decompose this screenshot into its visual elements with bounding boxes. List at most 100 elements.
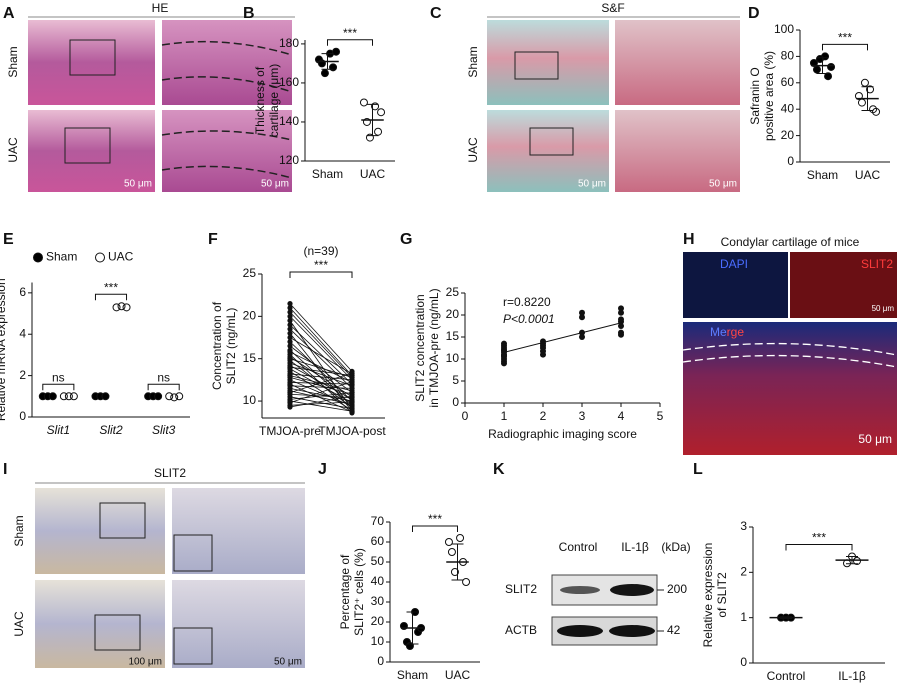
pair-line bbox=[289, 349, 353, 406]
x-tick-label: 1 bbox=[501, 409, 508, 423]
x-tick-label: 3 bbox=[579, 409, 586, 423]
micrograph bbox=[35, 580, 165, 668]
inset-box bbox=[173, 627, 213, 665]
y-axis-label: Relative mRNA expression bbox=[0, 278, 8, 421]
pair-line bbox=[289, 379, 353, 407]
micrograph bbox=[28, 110, 155, 192]
significance-bracket bbox=[785, 543, 853, 551]
panel-letter: A bbox=[3, 5, 15, 22]
x-tick-label: TMJOA-pre bbox=[259, 424, 321, 438]
pair-line bbox=[289, 381, 353, 404]
data-point bbox=[854, 92, 863, 100]
lane-label: IL-1β bbox=[621, 540, 649, 554]
micrograph bbox=[162, 110, 292, 192]
y-tick-label: 0 bbox=[377, 654, 384, 668]
y-tick-label: 140 bbox=[279, 114, 299, 128]
data-point bbox=[359, 98, 368, 107]
inset-box bbox=[64, 127, 111, 164]
data-point bbox=[853, 557, 861, 565]
data-point bbox=[349, 378, 355, 385]
data-point bbox=[377, 108, 386, 117]
band bbox=[609, 625, 655, 637]
pair-line bbox=[289, 385, 353, 389]
y-axis-label: cartilage (μm) bbox=[267, 64, 281, 138]
data-point bbox=[618, 309, 624, 316]
significance-bracket bbox=[42, 383, 75, 391]
y-axis-label: positive area (%) bbox=[762, 51, 776, 141]
panel-title: SLIT2 bbox=[154, 466, 186, 480]
significance-label: *** bbox=[314, 258, 328, 272]
panel-letter: F bbox=[208, 231, 218, 248]
kda-label: 42 bbox=[667, 623, 681, 637]
panel-letter: I bbox=[3, 461, 7, 478]
data-point bbox=[362, 117, 371, 126]
y-axis-label: SLIT2 concentration bbox=[413, 294, 427, 401]
pair-line bbox=[289, 328, 353, 389]
inset-box bbox=[69, 39, 116, 76]
pair-line bbox=[289, 400, 353, 412]
data-point bbox=[287, 305, 293, 311]
data-point bbox=[827, 62, 836, 71]
scale-bar-label: 50 μm bbox=[274, 657, 302, 668]
data-point bbox=[320, 69, 329, 78]
micrograph bbox=[683, 252, 788, 318]
panel-letter: H bbox=[683, 231, 695, 248]
y-tick-label: 4 bbox=[19, 326, 26, 340]
data-point bbox=[579, 334, 585, 340]
error-bar bbox=[451, 543, 464, 581]
row-label: UAC bbox=[466, 137, 480, 163]
channel-label: SLIT2 bbox=[861, 257, 893, 271]
error-bar bbox=[846, 555, 858, 565]
y-tick-label: 180 bbox=[279, 36, 299, 50]
data-point bbox=[287, 330, 293, 336]
panel-letter: L bbox=[693, 461, 703, 478]
data-point bbox=[287, 317, 293, 324]
pair-line bbox=[289, 373, 353, 381]
data-point bbox=[579, 314, 585, 321]
row-label: Sham bbox=[6, 46, 20, 77]
y-tick-label: 40 bbox=[371, 574, 385, 588]
inset-box bbox=[99, 502, 146, 539]
data-point bbox=[117, 302, 126, 311]
y-tick-label: 1 bbox=[740, 610, 747, 624]
pair-line bbox=[289, 333, 353, 412]
pair-line bbox=[289, 395, 353, 408]
data-point bbox=[866, 85, 875, 94]
inset-box bbox=[94, 614, 141, 651]
x-tick-label: Sham bbox=[312, 167, 343, 181]
data-point bbox=[812, 65, 821, 74]
significance-label: ns bbox=[52, 370, 65, 384]
significance-label: *** bbox=[812, 531, 826, 545]
pair-line bbox=[289, 366, 353, 377]
subtitle: (n=39) bbox=[303, 244, 338, 258]
x-tick-label: UAC bbox=[360, 167, 386, 181]
y-tick-label: 25 bbox=[243, 266, 257, 280]
error-bar bbox=[816, 57, 829, 75]
inset-box bbox=[173, 534, 213, 572]
y-tick-label: 0 bbox=[787, 154, 794, 168]
y-tick-label: 50 bbox=[371, 554, 385, 568]
x-tick-label: TMJOA-post bbox=[318, 424, 386, 438]
scale-bar-label: 50 μm bbox=[709, 179, 737, 190]
pair-line bbox=[289, 376, 353, 395]
lane-label: Control bbox=[559, 540, 598, 554]
data-point bbox=[64, 392, 73, 401]
band-label: ACTB bbox=[505, 623, 537, 637]
x-tick-label: Slit3 bbox=[152, 423, 176, 437]
x-tick-label: Slit2 bbox=[99, 423, 123, 437]
x-axis-label: Radiographic imaging score bbox=[488, 427, 637, 441]
y-tick-label: 10 bbox=[243, 393, 257, 407]
scale-bar-label: 50 μm bbox=[872, 304, 895, 313]
data-point bbox=[579, 309, 585, 316]
panel-title: S&F bbox=[601, 1, 624, 15]
row-label: UAC bbox=[12, 611, 26, 637]
significance-bracket bbox=[327, 39, 373, 46]
panel-letter: K bbox=[493, 461, 505, 478]
data-point bbox=[501, 340, 507, 347]
channel-label: Merge bbox=[710, 325, 744, 339]
band bbox=[560, 586, 600, 594]
data-point bbox=[287, 334, 293, 341]
y-axis-label: in TMJOA-pre (ng/mL) bbox=[427, 288, 441, 407]
y-tick-label: 25 bbox=[446, 285, 460, 299]
